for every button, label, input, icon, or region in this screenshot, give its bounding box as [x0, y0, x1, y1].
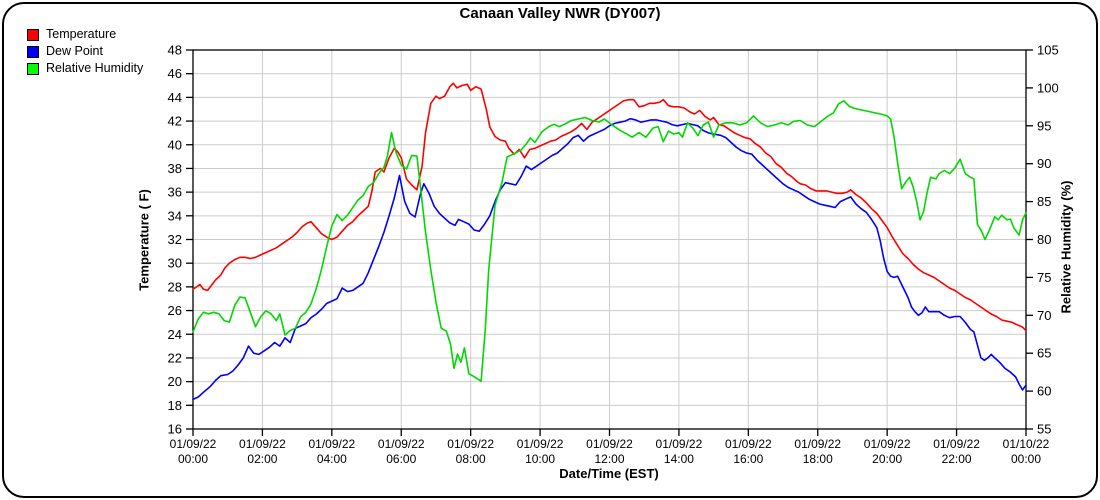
x-axis-tick-label-time: 14:00 [664, 452, 694, 466]
x-axis-tick-label-time: 00:00 [1011, 452, 1041, 466]
legend-item-temperature: Temperature [27, 26, 143, 43]
left-axis-tick-label: 22 [168, 350, 182, 365]
left-axis-tick-label: 40 [168, 137, 182, 152]
right-axis-tick-label: 90 [1037, 156, 1051, 171]
x-axis-tick-label-date: 01/09/22 [517, 437, 564, 451]
left-axis-tick-label: 42 [168, 114, 182, 129]
right-axis-tick-label: 105 [1037, 43, 1059, 58]
legend-item-relative-humidity: Relative Humidity [27, 60, 143, 77]
x-axis-title: Date/Time (EST) [559, 466, 659, 481]
left-axis-tick-label: 30 [168, 256, 182, 271]
legend-label: Temperature [46, 27, 117, 41]
x-axis-tick-label-date: 01/10/22 [1003, 437, 1050, 451]
right-axis-tick-label: 65 [1037, 346, 1051, 361]
right-axis-title: Relative Humidity (%) [1058, 180, 1074, 314]
x-axis-tick-label-date: 01/09/22 [447, 437, 494, 451]
left-axis-tick-label: 48 [168, 43, 182, 58]
right-axis-tick-label: 75 [1037, 270, 1051, 285]
left-axis-tick-label: 26 [168, 303, 182, 318]
chart-legend: Temperature Dew Point Relative Humidity [27, 26, 143, 77]
x-axis-tick-label-time: 02:00 [247, 452, 277, 466]
x-axis-tick-label-time: 00:00 [178, 452, 208, 466]
x-axis-tick-label-date: 01/09/22 [933, 437, 980, 451]
left-axis-tick-label: 16 [168, 422, 182, 437]
dew-point-swatch-icon [27, 45, 39, 58]
x-axis-tick-label-date: 01/09/22 [239, 437, 286, 451]
legend-label: Relative Humidity [46, 61, 144, 75]
dew-point-line [192, 117, 1027, 401]
x-axis-tick-label-date: 01/09/22 [378, 437, 425, 451]
temperature-line [192, 82, 1027, 332]
right-axis-tick-label: 55 [1037, 422, 1051, 437]
x-axis-tick-label-time: 06:00 [386, 452, 416, 466]
right-axis-tick-label: 80 [1037, 232, 1051, 247]
x-axis-tick-label-date: 01/09/22 [170, 437, 217, 451]
legend-item-dew-point: Dew Point [27, 43, 143, 60]
x-axis-tick-label-date: 01/09/22 [725, 437, 772, 451]
right-axis-tick-label: 100 [1037, 80, 1059, 95]
x-axis-tick-label-time: 08:00 [456, 452, 486, 466]
x-axis-tick-label-date: 01/09/22 [864, 437, 911, 451]
x-axis-tick-label-time: 12:00 [594, 452, 624, 466]
right-axis-tick-label: 85 [1037, 194, 1051, 209]
right-axis-tick-label: 95 [1037, 118, 1051, 133]
left-axis-tick-label: 46 [168, 66, 182, 81]
x-axis-tick-label-time: 10:00 [525, 452, 555, 466]
left-axis-tick-label: 28 [168, 279, 182, 294]
x-axis-tick-label-time: 22:00 [942, 452, 972, 466]
right-axis-tick-label: 70 [1037, 308, 1051, 323]
left-axis-tick-label: 38 [168, 161, 182, 176]
relative-humidity-line [192, 100, 1027, 383]
chart-title: Canaan Valley NWR (DY007) [459, 5, 661, 22]
temperature-swatch-icon [27, 28, 39, 41]
x-axis-tick-label-time: 16:00 [733, 452, 763, 466]
x-axis-tick-label-date: 01/09/22 [308, 437, 355, 451]
right-axis-tick-label: 60 [1037, 384, 1051, 399]
x-axis-tick-label-date: 01/09/22 [794, 437, 841, 451]
left-axis-tick-label: 32 [168, 232, 182, 247]
left-axis-tick-label: 24 [168, 327, 182, 342]
x-axis-tick-label-date: 01/09/22 [586, 437, 633, 451]
x-axis-tick-label-time: 18:00 [803, 452, 833, 466]
left-axis-title: Temperature ( F) [136, 189, 152, 291]
x-axis-tick-label-time: 04:00 [317, 452, 347, 466]
x-axis-tick-label-time: 20:00 [872, 452, 902, 466]
left-axis-tick-label: 34 [168, 208, 182, 223]
left-axis-tick-label: 20 [168, 374, 182, 389]
relative-humidity-swatch-icon [27, 62, 39, 75]
left-axis-tick-label: 44 [168, 90, 182, 105]
legend-label: Dew Point [46, 44, 103, 58]
x-axis-tick-label-date: 01/09/22 [656, 437, 703, 451]
left-axis-tick-label: 36 [168, 185, 182, 200]
left-axis-tick-label: 18 [168, 398, 182, 413]
